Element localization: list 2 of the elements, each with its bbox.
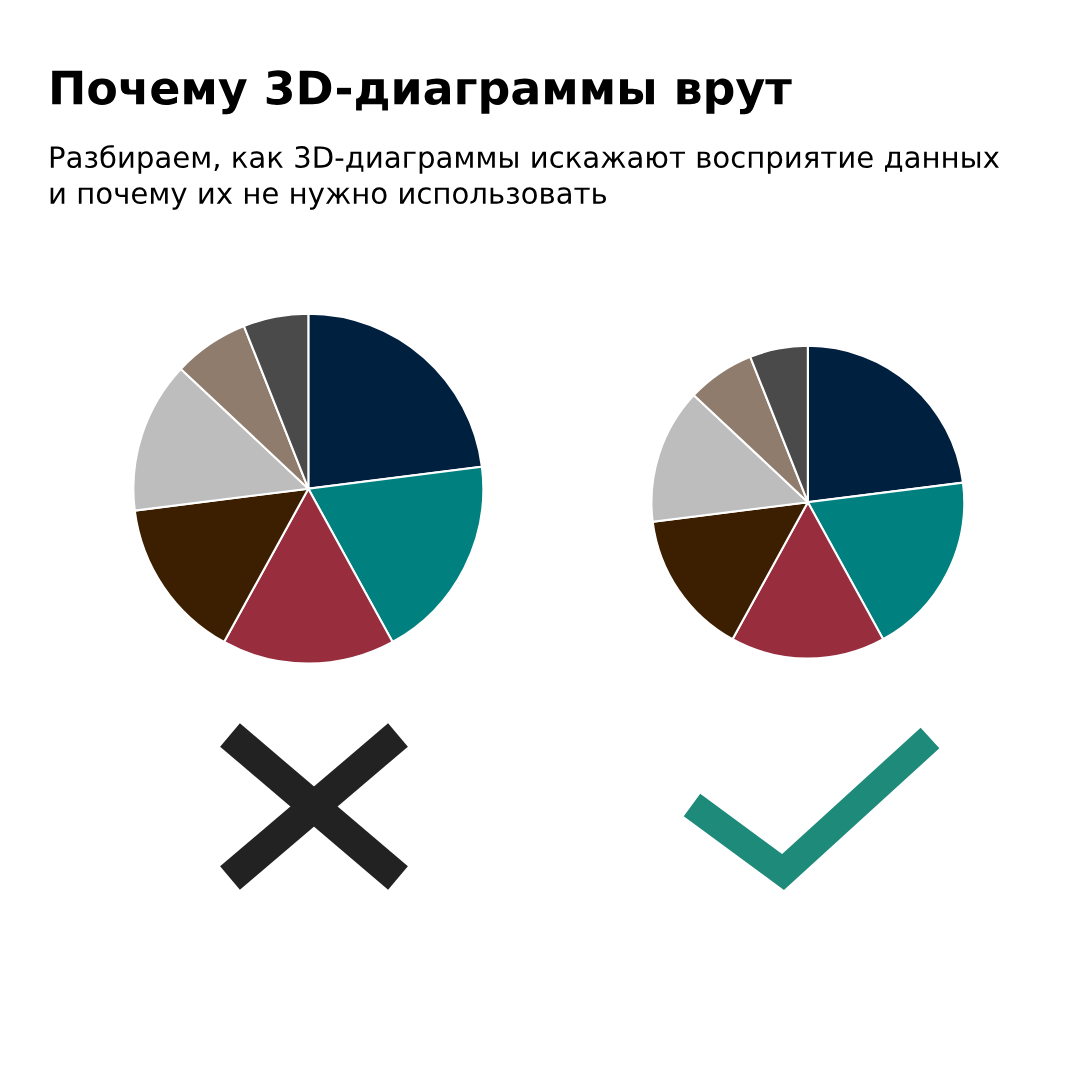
- chart-subtitle: Разбираем, как 3D-диаграммы искажают восприятие данных и почему их не нужно использовать: [50, 145, 999, 210]
- chart-title: Почему 3D-диаграммы врут: [52, 70, 792, 115]
